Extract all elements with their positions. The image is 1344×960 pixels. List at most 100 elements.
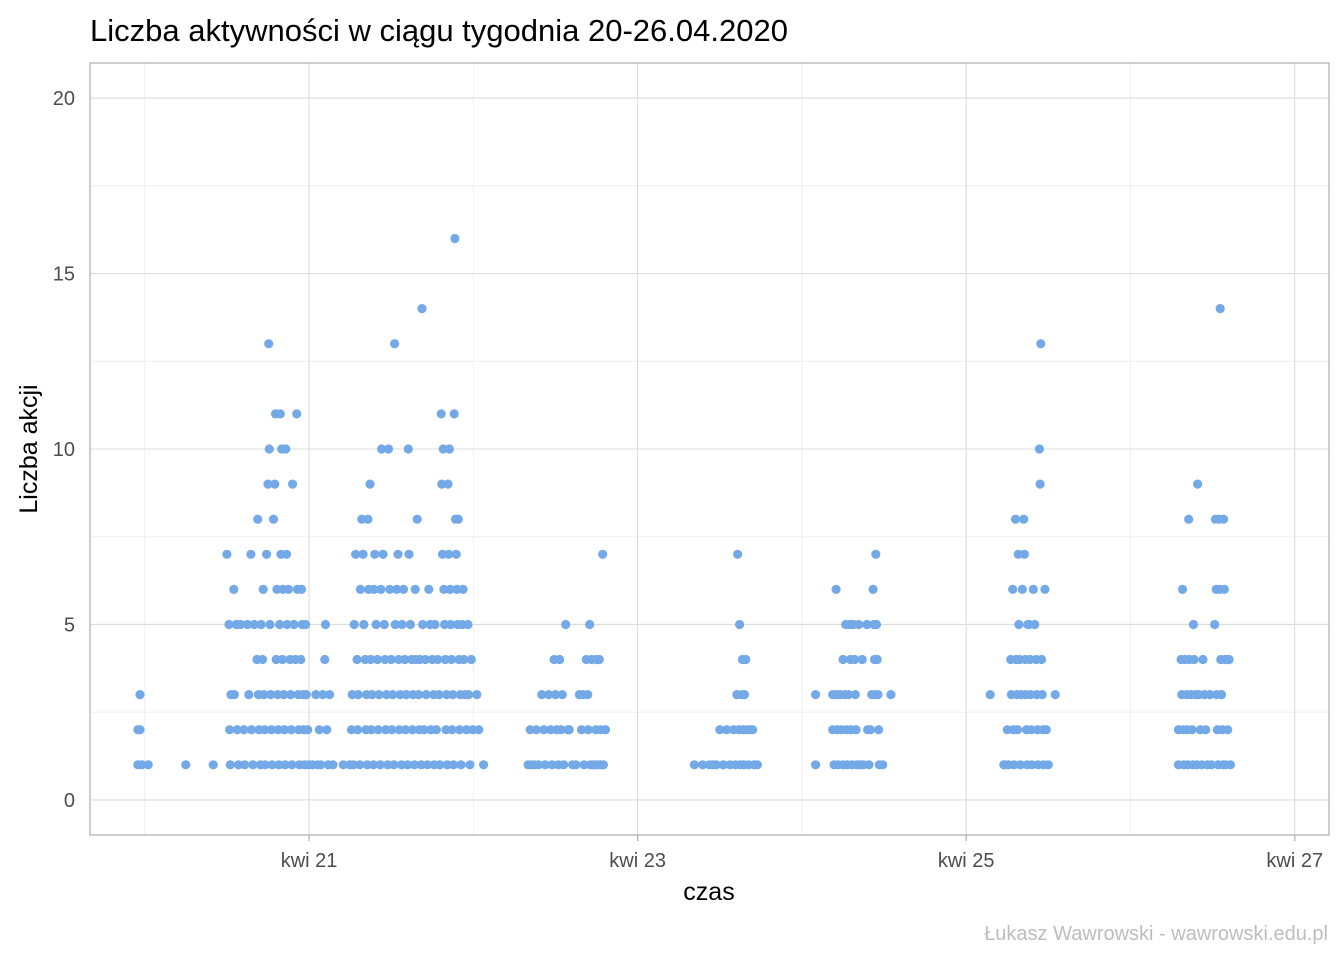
data-point: [540, 760, 550, 770]
data-point: [388, 690, 398, 700]
data-point: [229, 690, 239, 700]
data-point: [446, 654, 456, 665]
data-point: [811, 690, 821, 700]
data-point: [421, 690, 431, 700]
data-point: [268, 514, 279, 524]
data-point: [739, 690, 750, 700]
data-point: [371, 619, 381, 630]
data-point: [874, 725, 884, 735]
data-point: [275, 619, 285, 630]
x-axis-ticks: kwi 21 kwi 23 kwi 25 kwi 27: [281, 835, 1323, 872]
data-point: [431, 725, 441, 735]
data-point: [372, 654, 383, 665]
data-point: [292, 409, 302, 419]
data-point: [383, 444, 394, 454]
data-point: [583, 725, 593, 735]
data-point: [1216, 690, 1227, 700]
data-point: [424, 584, 434, 595]
data-point: [263, 479, 273, 489]
data-point: [375, 760, 385, 770]
data-point: [1205, 690, 1215, 700]
data-point: [266, 725, 276, 735]
data-point: [135, 690, 145, 700]
data-point: [576, 725, 587, 735]
data-point: [1037, 690, 1047, 700]
data-point: [390, 619, 400, 630]
data-point: [365, 479, 375, 489]
data-point: [267, 760, 277, 770]
data-point: [537, 690, 547, 700]
data-point: [458, 584, 468, 595]
data-point: [420, 654, 430, 665]
data-point: [301, 619, 311, 630]
data-point: [1035, 479, 1045, 489]
data-point: [1177, 584, 1188, 595]
data-point: [262, 549, 272, 559]
y-tick-label: 15: [53, 264, 75, 286]
data-point: [303, 725, 313, 735]
data-point: [886, 690, 896, 700]
data-point: [466, 654, 476, 665]
data-point: [741, 654, 751, 665]
data-point: [325, 690, 335, 700]
data-point: [352, 654, 362, 665]
data-point: [246, 549, 256, 559]
data-point: [444, 549, 454, 559]
data-point: [872, 654, 882, 665]
data-point: [135, 725, 145, 735]
data-point: [281, 444, 291, 454]
data-point: [446, 619, 456, 630]
data-point: [181, 760, 191, 770]
data-point: [435, 760, 445, 770]
data-point: [367, 690, 377, 700]
data-point: [387, 725, 397, 735]
data-point: [1040, 584, 1050, 595]
data-point: [1224, 654, 1234, 665]
data-point: [289, 619, 299, 630]
data-points: [133, 233, 1235, 770]
data-point: [311, 690, 321, 700]
data-point: [403, 444, 413, 454]
data-point: [850, 654, 860, 665]
data-point: [851, 725, 861, 735]
data-point: [277, 654, 287, 665]
data-point: [422, 760, 433, 770]
data-point: [258, 584, 268, 595]
data-point: [377, 444, 387, 454]
data-point: [270, 479, 280, 489]
data-point: [389, 760, 399, 770]
data-point: [1201, 725, 1211, 735]
data-point: [455, 725, 465, 735]
data-point: [414, 690, 424, 700]
data-point: [286, 690, 296, 700]
data-point: [1036, 339, 1046, 349]
data-point: [253, 514, 263, 524]
data-point: [1012, 725, 1023, 735]
data-point: [748, 725, 758, 735]
data-point: [374, 690, 384, 700]
data-point: [240, 760, 250, 770]
data-point: [386, 654, 396, 665]
data-point: [401, 725, 411, 735]
data-point: [279, 725, 289, 735]
data-point: [358, 549, 368, 559]
data-point: [539, 725, 549, 735]
data-point: [479, 760, 489, 770]
data-point: [264, 444, 274, 454]
data-point: [316, 760, 326, 770]
data-point: [355, 760, 365, 770]
data-point: [366, 654, 376, 665]
data-point: [417, 304, 427, 314]
data-point: [735, 619, 745, 630]
data-point: [1041, 725, 1051, 735]
data-point: [871, 619, 882, 630]
data-point: [843, 690, 854, 700]
data-point: [1010, 514, 1021, 524]
data-point: [366, 725, 376, 735]
data-point: [353, 725, 363, 735]
data-point: [598, 549, 608, 559]
data-point: [301, 690, 311, 700]
data-point: [373, 725, 383, 735]
data-point: [718, 760, 728, 770]
data-point: [318, 690, 328, 700]
